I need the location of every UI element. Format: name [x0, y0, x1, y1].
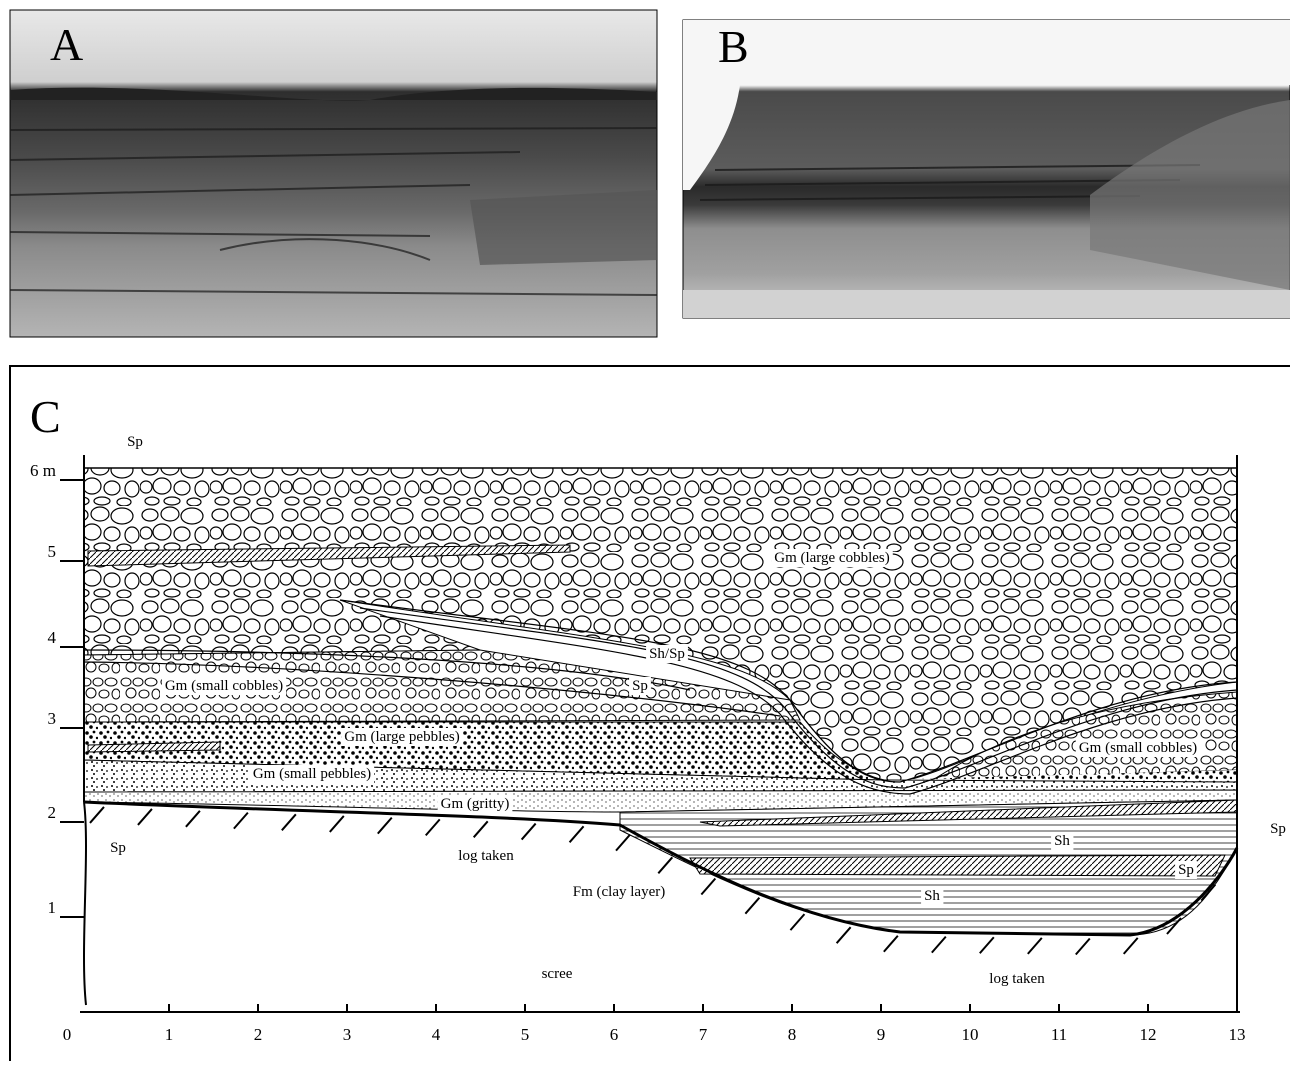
hachure: [90, 807, 104, 823]
x-tick-label: 13: [1229, 1025, 1246, 1044]
x-tick-label: 6: [610, 1025, 619, 1044]
x-tick-label: 1: [165, 1025, 174, 1044]
y-tick-label: 3: [48, 709, 57, 728]
x-tick-label: 11: [1051, 1025, 1067, 1044]
hachure: [330, 816, 344, 832]
hachure: [378, 818, 392, 834]
y-tick-label: 1: [48, 898, 57, 917]
panel-label: B: [718, 21, 749, 72]
hachure: [837, 927, 851, 943]
annotation: Gm (small cobbles): [165, 678, 283, 694]
annotation: scree: [542, 966, 573, 982]
hachure: [616, 835, 630, 851]
hachure: [138, 809, 152, 825]
hachure: [234, 813, 248, 829]
hachure: [884, 936, 898, 952]
annotation: Sh/Sp: [649, 646, 685, 662]
x-tick-label: 9: [877, 1025, 886, 1044]
annotation: log taken: [989, 971, 1045, 987]
figure: A B C: [0, 0, 1290, 1061]
hachure: [932, 937, 946, 953]
x-tick-label: 0: [63, 1025, 72, 1044]
hachure: [745, 898, 759, 914]
hachure: [790, 914, 804, 930]
annotation: Sp: [1270, 821, 1286, 837]
x-tick-label: 3: [343, 1025, 352, 1044]
annotation: Gm (small cobbles): [1079, 740, 1197, 756]
hachure: [701, 879, 715, 895]
annotation: Sp: [632, 678, 648, 694]
y-tick-label: 2: [48, 803, 57, 822]
annotation: Gm (large pebbles): [344, 729, 460, 745]
panel-label: A: [50, 19, 83, 70]
hachure: [570, 826, 584, 842]
x-tick-label: 4: [432, 1025, 441, 1044]
hachure: [186, 811, 200, 827]
y-tick-label: 5: [48, 542, 57, 561]
hachure: [1124, 938, 1138, 954]
annotation: log taken: [458, 848, 514, 864]
annotation: Sh: [1054, 833, 1070, 849]
x-tick-label: 7: [699, 1025, 708, 1044]
photo-a: A: [10, 10, 657, 337]
x-tick-label: 12: [1140, 1025, 1157, 1044]
hachure: [426, 819, 440, 835]
photo-b: B: [683, 20, 1290, 318]
hachure: [474, 821, 488, 837]
y-tick-label: 6 m: [30, 461, 56, 480]
annotation: Gm (gritty): [441, 796, 510, 812]
panel-label: C: [30, 391, 61, 442]
annotation: Sp: [110, 840, 126, 856]
y-tick-label: 4: [48, 628, 57, 647]
x-tick-label: 8: [788, 1025, 797, 1044]
annotation: Sp: [1178, 862, 1194, 878]
hachure: [980, 937, 994, 953]
annotation: Gm (large cobbles): [774, 550, 890, 566]
annotation: Gm (small pebbles): [253, 766, 371, 782]
hachure: [522, 824, 536, 840]
hachure: [1028, 938, 1042, 954]
annotation: Sh: [924, 888, 940, 904]
hachure: [658, 857, 672, 873]
x-tick-label: 2: [254, 1025, 263, 1044]
hachure: [282, 814, 296, 830]
page: A B C: [0, 0, 1290, 1061]
x-tick-label: 5: [521, 1025, 530, 1044]
annotation: Sp: [127, 434, 143, 450]
x-tick-label: 10: [962, 1025, 979, 1044]
annotation: Fm (clay layer): [573, 884, 665, 900]
hachure: [1076, 938, 1090, 954]
